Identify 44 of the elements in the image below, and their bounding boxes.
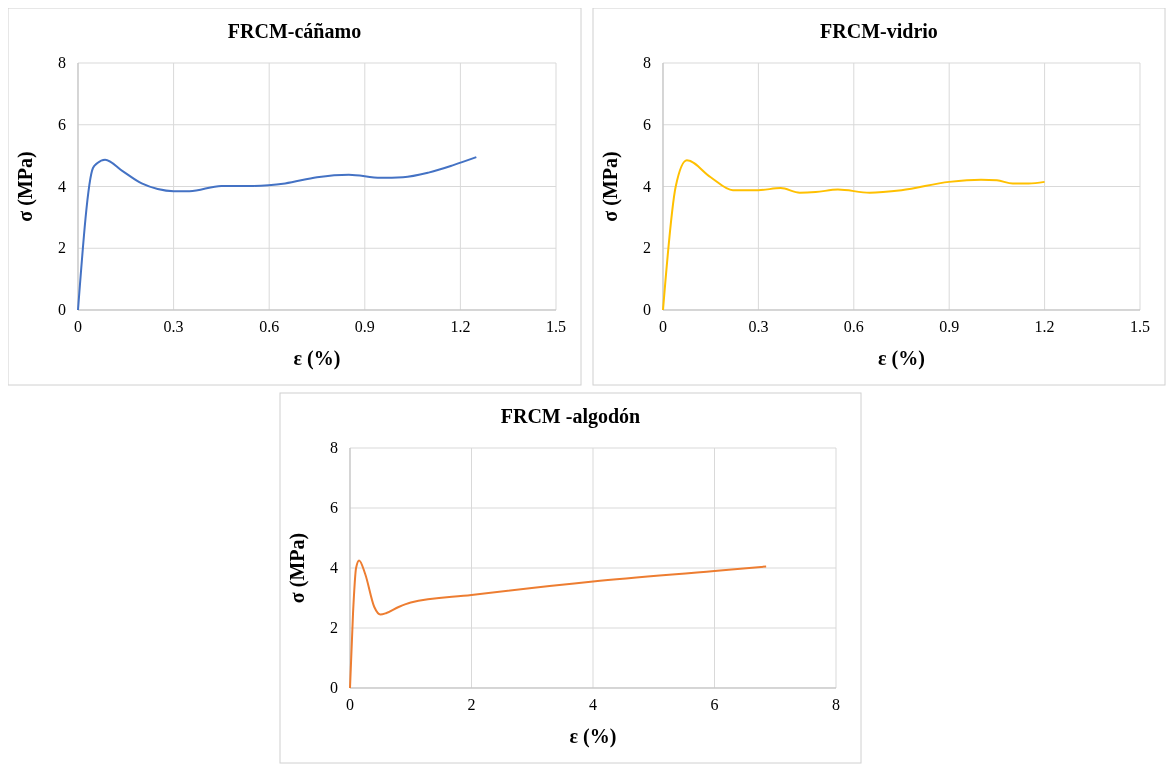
x-axis-title: ε (%)	[569, 725, 617, 748]
x-tick-label: 2	[467, 696, 476, 713]
y-tick-label: 2	[643, 239, 651, 257]
line-series	[662, 159, 1046, 311]
y-tick-label: 8	[330, 439, 338, 456]
x-tick-label: 4	[589, 696, 597, 713]
x-tick-label: 0	[346, 696, 354, 713]
y-tick-label: 6	[330, 499, 338, 516]
x-tick-label: 0.9	[354, 318, 375, 335]
x-tick-label: 0.9	[939, 318, 960, 335]
y-axis-title: σ (MPa)	[14, 151, 37, 222]
x-axis-title: ε (%)	[293, 347, 341, 370]
x-tick-label: 1.2	[450, 318, 471, 335]
line-series	[77, 156, 478, 311]
y-tick-label: 8	[643, 54, 651, 71]
y-tick-label: 0	[330, 679, 338, 696]
y-axis-title: σ (MPa)	[599, 151, 622, 222]
chart-title: FRCM-vidrio	[820, 20, 938, 42]
chart-title: FRCM -algodón	[500, 405, 641, 428]
line-series	[349, 559, 768, 689]
y-tick-label: 2	[330, 619, 338, 636]
y-tick-label: 4	[58, 177, 66, 195]
y-axis-title: σ (MPa)	[286, 532, 309, 604]
x-tick-label: 0.3	[163, 318, 184, 335]
chart-title: FRCM-cáñamo	[227, 20, 362, 42]
y-tick-label: 6	[58, 115, 66, 133]
y-tick-label: 4	[330, 559, 338, 576]
x-tick-label: 0.3	[748, 318, 769, 335]
x-tick-label: 1.5	[546, 318, 566, 335]
y-tick-label: 0	[58, 301, 66, 318]
y-tick-label: 0	[643, 301, 651, 318]
x-tick-label: 6	[710, 696, 719, 713]
x-tick-label: 0	[659, 318, 667, 335]
x-tick-label: 8	[832, 696, 840, 713]
x-tick-label: 0	[74, 318, 82, 335]
x-tick-label: 1.5	[1130, 318, 1150, 335]
x-tick-label: 1.2	[1034, 318, 1055, 335]
x-axis-title: ε (%)	[878, 347, 925, 370]
y-tick-label: 8	[58, 54, 66, 71]
x-tick-label: 0.6	[843, 318, 864, 335]
y-tick-label: 2	[58, 239, 66, 257]
y-tick-label: 6	[643, 115, 651, 133]
y-tick-label: 4	[643, 177, 651, 195]
x-tick-label: 0.6	[259, 318, 280, 335]
